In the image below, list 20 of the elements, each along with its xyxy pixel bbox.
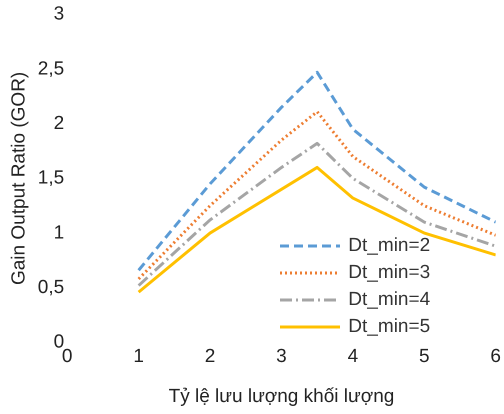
x-tick-label: 6 [490, 346, 502, 368]
x-tick-label: 4 [348, 346, 359, 368]
y-tick-label: 2 [54, 112, 64, 134]
y-tick-label: 0,5 [38, 276, 64, 298]
legend-label: Dt_min=4 [348, 288, 430, 312]
legend-label: Dt_min=5 [348, 315, 430, 340]
y-tick-label: 1 [54, 222, 64, 244]
y-tick-label: 3 [54, 4, 64, 25]
x-tick-label: 2 [204, 346, 216, 368]
legend-label: Dt_min=3 [348, 261, 430, 286]
legend-label: Dt_min=2 [348, 234, 430, 258]
line-series [137, 110, 496, 280]
y-tick-label: 2,5 [38, 58, 64, 80]
x-tick-label: 3 [276, 346, 287, 368]
line-series [137, 142, 496, 288]
y-tick-label: 1,5 [38, 168, 64, 189]
x-tick-label: 1 [133, 346, 144, 368]
y-axis-title: Gain Output Ratio (GOR) [8, 72, 30, 286]
x-axis-title: Tỷ lệ lưu lượng khối lượng [168, 386, 394, 407]
x-tick-label: 5 [419, 346, 430, 368]
